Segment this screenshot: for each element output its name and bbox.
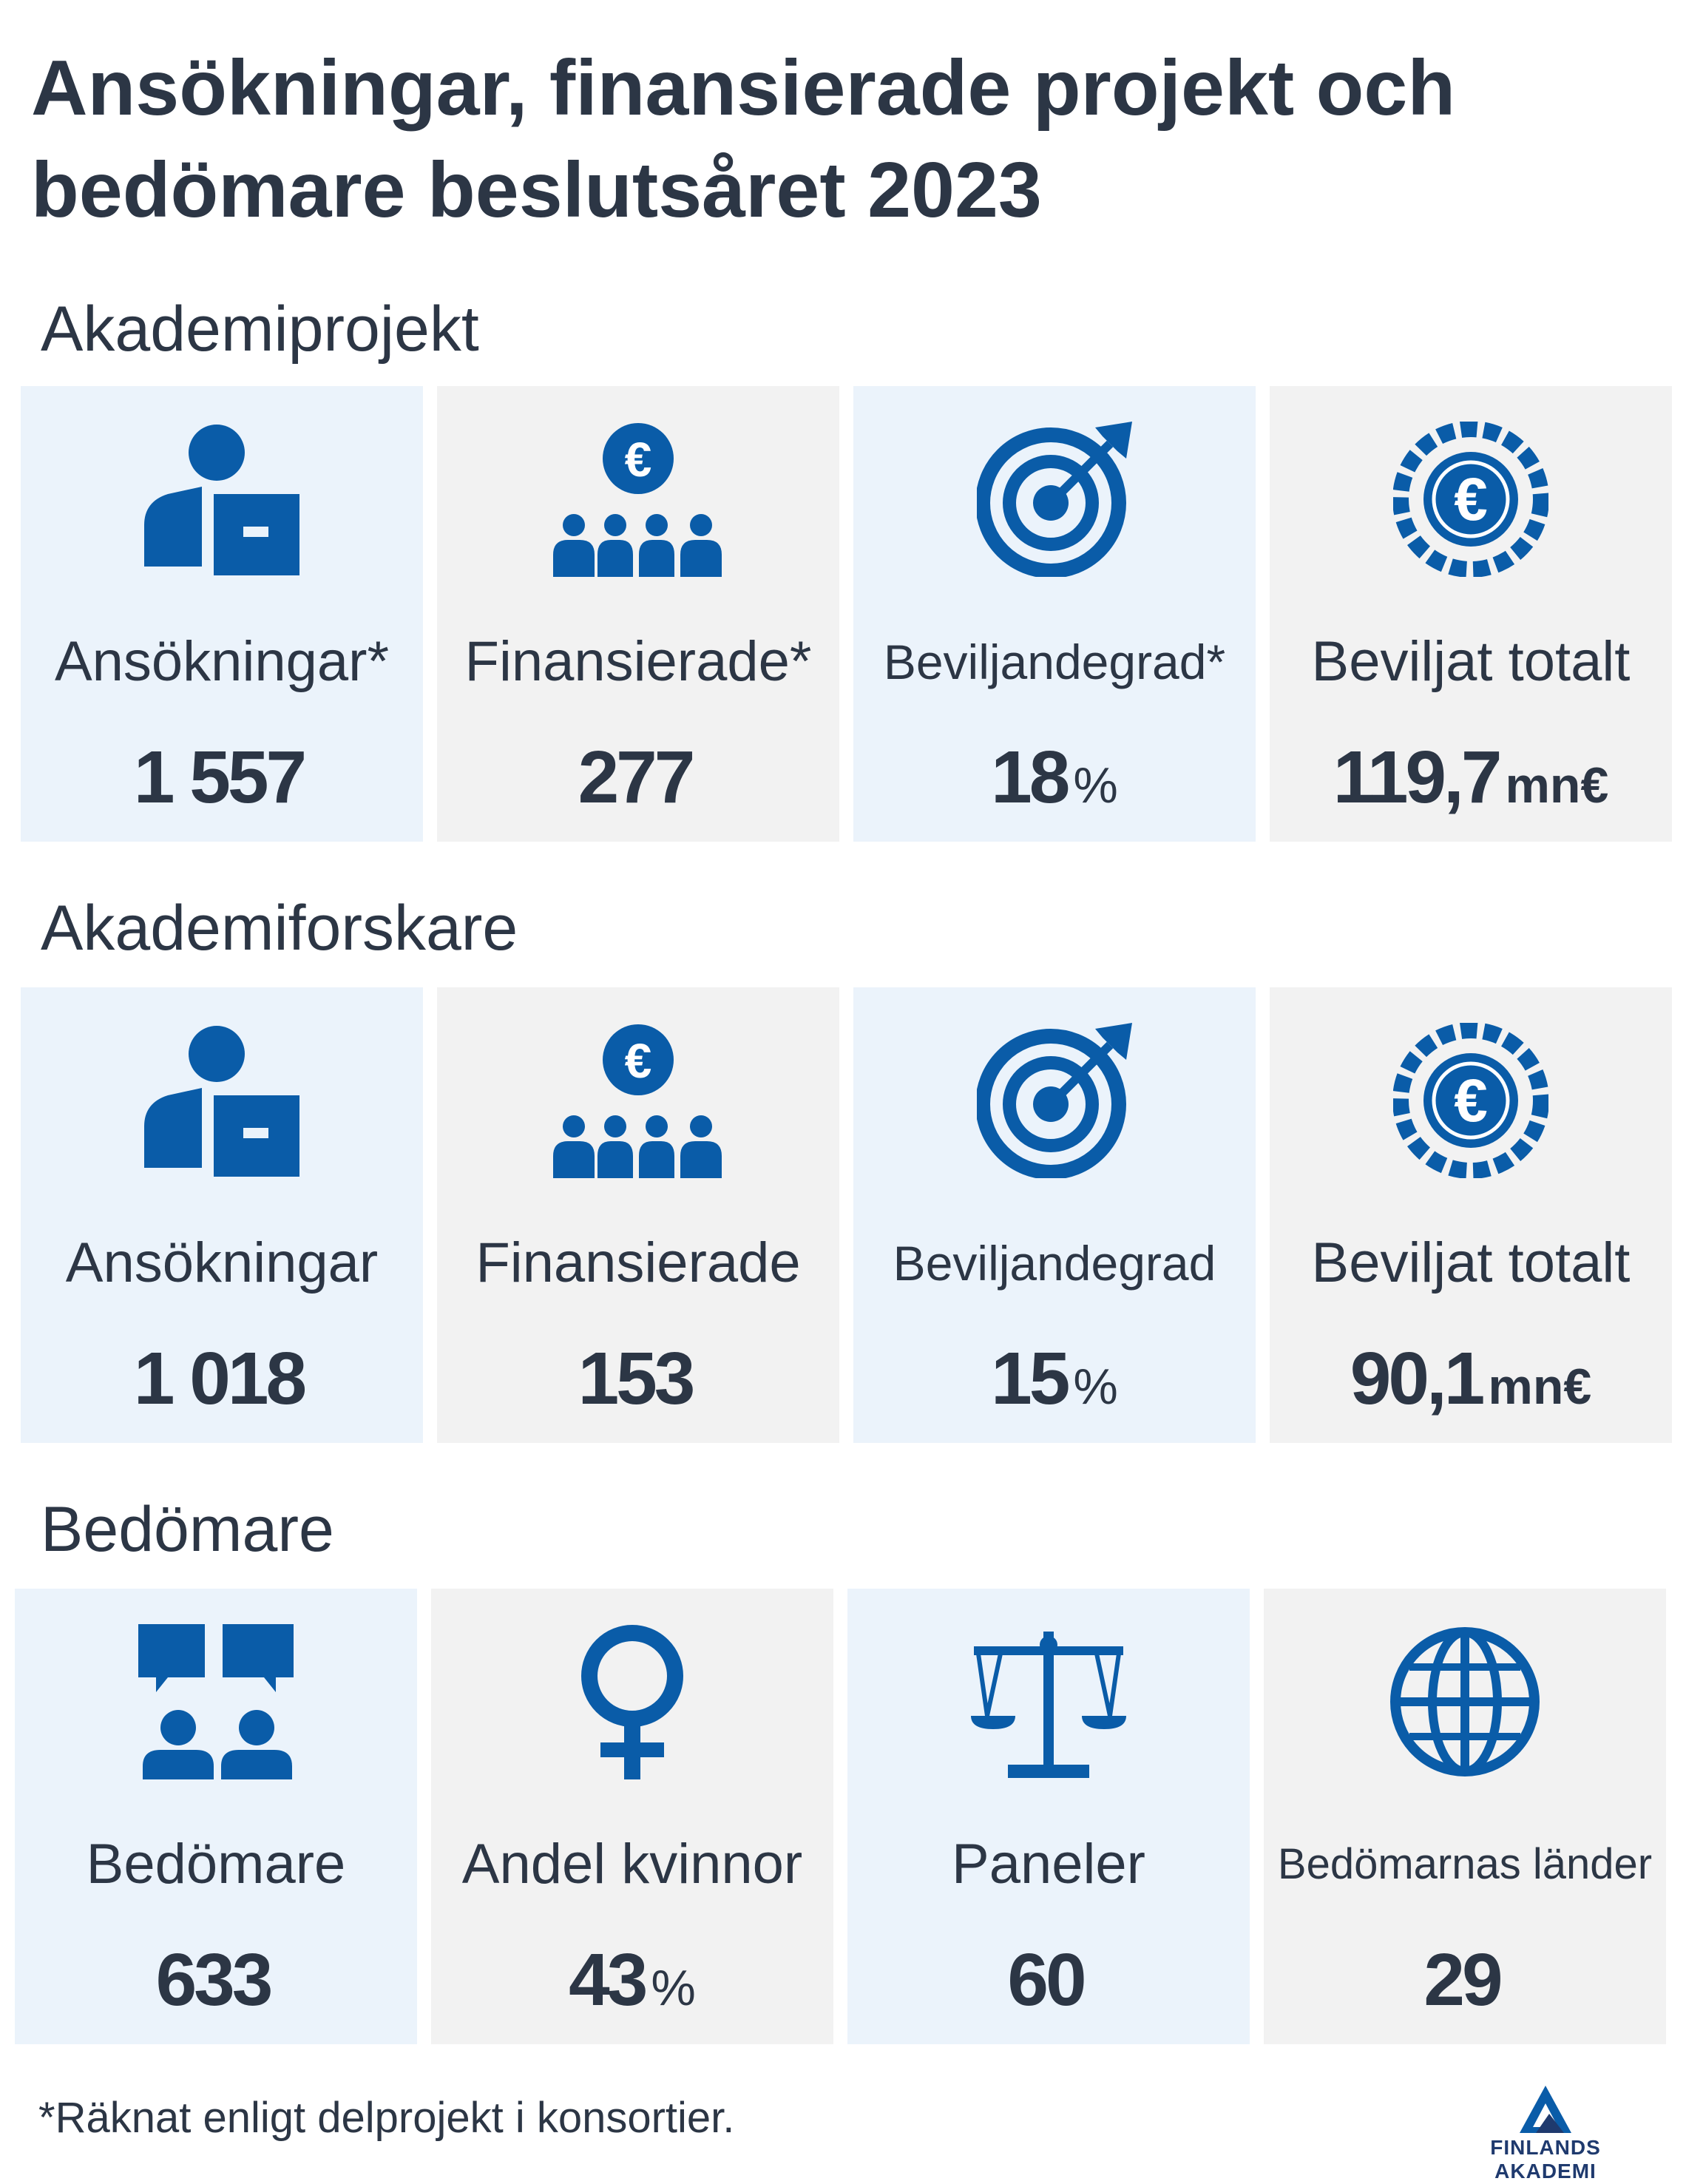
stat-value: 90,1 mn€: [1350, 1337, 1592, 1420]
stat-card-grant-rate: Beviljandegrad 15%: [853, 987, 1256, 1443]
stat-label: Ansökningar: [65, 1231, 379, 1294]
stat-label: Beviljat totalt: [1311, 1231, 1631, 1294]
euro-coin-icon: [1393, 422, 1548, 577]
stat-value: 633: [155, 1938, 274, 2021]
stat-value: 277: [578, 736, 696, 819]
stat-value: 153: [578, 1337, 696, 1420]
stat-label: Bedömare: [86, 1833, 346, 1896]
stat-label: Finansierade*: [464, 630, 812, 693]
scales-icon: [971, 1624, 1126, 1779]
stat-card-female-share: Andel kvinnor 43%: [431, 1589, 833, 2044]
reviewers-icon: [138, 1624, 294, 1779]
stat-value: 29: [1423, 1938, 1503, 2021]
section-heading-akademiforskare: Akademiforskare: [41, 893, 518, 964]
logo-text: FINLANDS AKADEMI: [1490, 2136, 1601, 2183]
page-title: Ansökningar, finansierade projekt och be…: [31, 44, 1456, 234]
stat-label: Paneler: [952, 1833, 1145, 1896]
stat-label: Ansökningar*: [54, 630, 390, 693]
footnote: *Räknat enligt delprojekt i konsortier.: [38, 2094, 735, 2142]
finlands-akademi-logo: FINLANDS AKADEMI: [1446, 2084, 1645, 2183]
stat-card-grant-rate: Beviljandegrad* 18%: [853, 386, 1256, 842]
logo-mark-icon: [1520, 2086, 1571, 2133]
stat-card-reviewer-countries: Bedömarnas länder 29: [1264, 1589, 1666, 2044]
target-icon: [977, 422, 1132, 577]
stat-label: Beviljandegrad: [893, 1236, 1216, 1291]
stat-label: Beviljandegrad*: [883, 635, 1226, 689]
stat-label: Beviljat totalt: [1311, 630, 1631, 693]
stat-card-granted-total: Beviljat totalt 119,7 mn€: [1270, 386, 1672, 842]
stat-value: 60: [1007, 1938, 1086, 2021]
stat-value: 15%: [991, 1337, 1118, 1420]
target-icon: [977, 1023, 1132, 1178]
stat-card-granted-total: Beviljat totalt 90,1 mn€: [1270, 987, 1672, 1443]
stat-card-reviewers: Bedömare 633: [15, 1589, 417, 2044]
stat-value: 119,7 mn€: [1333, 736, 1609, 819]
globe-icon: [1387, 1624, 1543, 1779]
stat-value: 43%: [569, 1938, 696, 2021]
applicant-icon: [144, 422, 299, 577]
stat-label: Andel kvinnor: [461, 1833, 803, 1896]
euro-coin-icon: [1393, 1023, 1548, 1178]
female-icon: [555, 1624, 710, 1779]
stat-card-funded: Finansierade 153: [437, 987, 839, 1443]
stat-value: 1 018: [133, 1337, 307, 1420]
stat-card-funded: Finansierade* 277: [437, 386, 839, 842]
funded-group-icon: [546, 1023, 731, 1178]
section-heading-akademiprojekt: Akademiprojekt: [41, 294, 479, 365]
stat-label: Finansierade: [475, 1231, 801, 1294]
funded-group-icon: [546, 422, 731, 577]
stat-label: Bedömarnas länder: [1277, 1840, 1653, 1888]
stat-card-panels: Paneler 60: [847, 1589, 1250, 2044]
stat-value: 18%: [991, 736, 1118, 819]
section-heading-bedomare: Bedömare: [41, 1494, 334, 1565]
applicant-icon: [144, 1023, 299, 1178]
stat-value: 1 557: [133, 736, 307, 819]
stat-card-applications: Ansökningar 1 018: [21, 987, 423, 1443]
stat-card-applications: Ansökningar* 1 557: [21, 386, 423, 842]
